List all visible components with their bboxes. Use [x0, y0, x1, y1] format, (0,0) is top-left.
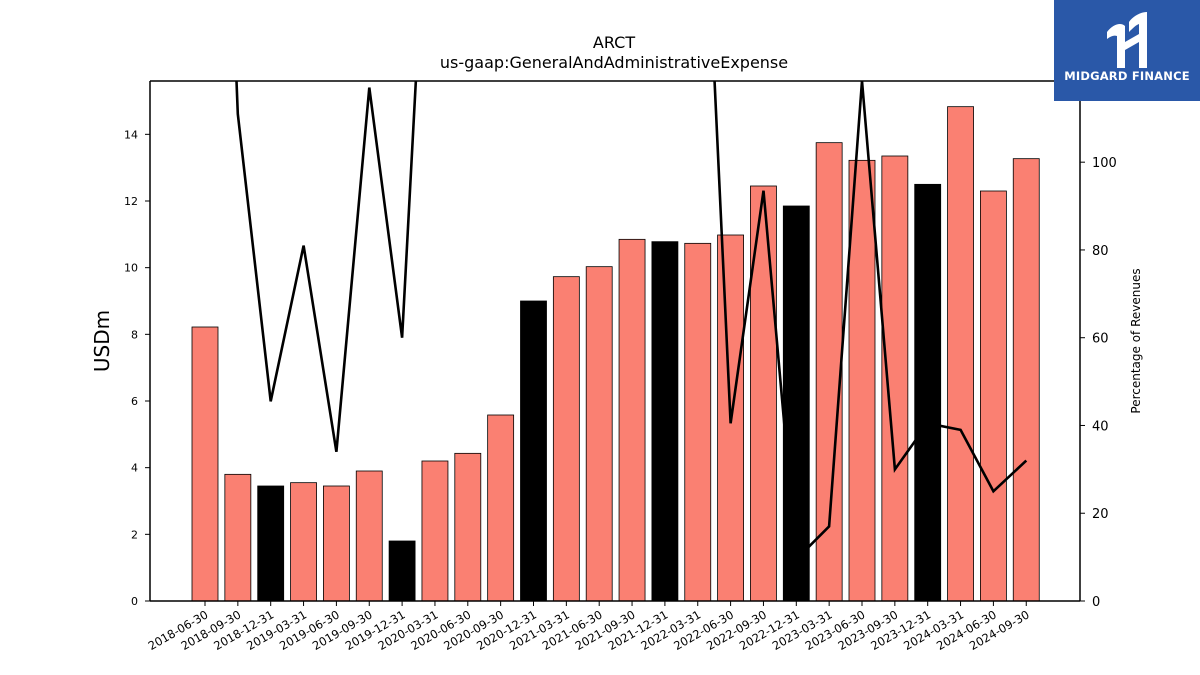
bar — [684, 242, 712, 602]
brand-logo: MIDGARD FINANCE — [1054, 0, 1200, 101]
bar — [980, 190, 1007, 602]
y-tick-label: 12 — [124, 195, 138, 208]
bar — [881, 155, 909, 602]
bar — [421, 460, 449, 602]
ratio-line-series — [235, 81, 1028, 563]
chart-subtitle: us-gaap:GeneralAndAdministrativeExpense — [440, 53, 788, 72]
bar — [914, 183, 942, 602]
bar — [454, 452, 482, 602]
chart-title: ARCT — [593, 33, 635, 52]
y2-tick-label: 100 — [1092, 156, 1117, 171]
y2-tick-label: 0 — [1092, 595, 1100, 610]
y-tick-label: 8 — [131, 328, 138, 341]
y-tick-label: 2 — [131, 528, 138, 541]
y-tick-label: 14 — [124, 128, 138, 141]
bar — [191, 326, 219, 602]
y-tick-label: 0 — [131, 595, 138, 608]
bar — [487, 414, 515, 602]
y-axis-label: USDm — [90, 310, 114, 372]
bar — [322, 485, 350, 602]
ratio-line — [235, 81, 1028, 563]
y2-tick-label: 80 — [1092, 244, 1109, 259]
bar — [782, 205, 810, 602]
bar — [651, 241, 679, 602]
bar — [618, 238, 646, 602]
y2-tick-label: 20 — [1092, 507, 1109, 522]
bar — [947, 106, 974, 602]
bar — [1012, 158, 1040, 602]
bar — [388, 540, 416, 602]
y-tick-label: 4 — [131, 462, 138, 475]
brand-mark-icon — [1107, 12, 1147, 68]
brand-name: MIDGARD FINANCE — [1064, 69, 1190, 83]
bar — [520, 300, 547, 602]
bar — [585, 266, 613, 602]
bar — [355, 470, 383, 602]
bar — [224, 473, 252, 602]
y2-tick-label: 40 — [1092, 419, 1109, 434]
y-tick-label: 10 — [124, 262, 138, 275]
y2-axis-label: Percentage of Revenues — [1129, 268, 1143, 413]
bar — [290, 482, 317, 602]
y-tick-label: 6 — [131, 395, 138, 408]
bar — [257, 485, 285, 602]
bar-series — [191, 106, 1040, 602]
y2-tick-label: 60 — [1092, 332, 1109, 347]
bar — [815, 142, 843, 602]
bar — [552, 276, 580, 602]
bar — [848, 159, 876, 602]
